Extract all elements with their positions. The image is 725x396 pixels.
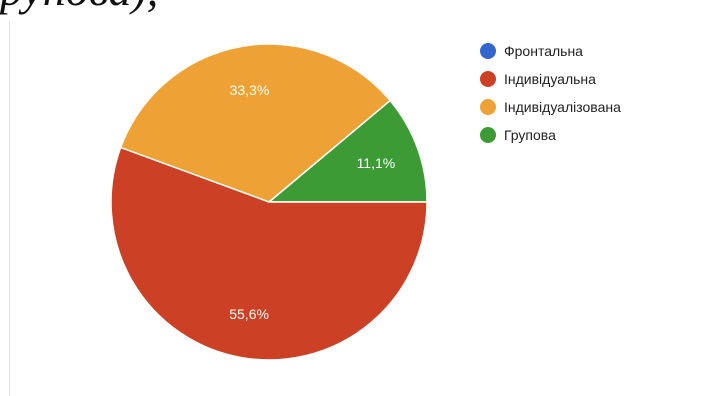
legend-label: Індивідуальна (504, 71, 596, 87)
left-border-line (9, 20, 10, 396)
slice-individualna (110, 146, 428, 361)
legend-label: Групова (504, 127, 556, 143)
legend-label: Індивідуалізована (504, 99, 621, 115)
legend-item-frontalna: Фронтальна (480, 40, 621, 62)
legend-item-grupova: Групова (480, 124, 621, 146)
legend-swatch (480, 43, 496, 59)
legend-swatch (480, 71, 496, 87)
legend-label: Фронтальна (504, 43, 583, 59)
slice-grupova-label: 11,1% (357, 155, 396, 171)
legend-swatch (480, 99, 496, 115)
slice-grupova (266, 99, 428, 203)
slice-individualna-label: 55,6% (229, 306, 269, 322)
legend-item-individualizovana: Індивідуалізована (480, 96, 621, 118)
cropped-heading-text: рупова), (0, 0, 158, 16)
legend: Фронтальна Індивідуальна Індивідуалізова… (480, 40, 621, 152)
legend-item-individualna: Індивідуальна (480, 68, 621, 90)
legend-swatch (480, 127, 496, 143)
slice-individualizovana-label: 33,3% (230, 82, 270, 98)
slice-individualizovana (119, 43, 392, 203)
